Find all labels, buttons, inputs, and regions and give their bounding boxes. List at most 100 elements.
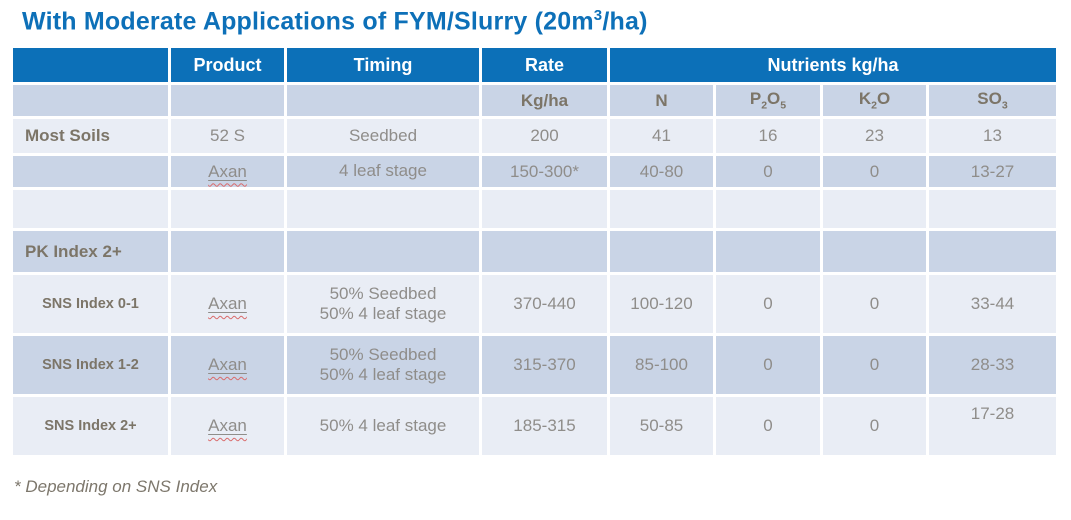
cell-so3 [929,231,1056,272]
cell-so3: 17-28 [929,397,1056,455]
underlined-text: Axan [208,355,247,374]
table-row-sns-0-1: SNS Index 0-1 Axan 50% Seedbed 50% 4 leaf… [13,275,1056,333]
timing-line: 50% 4 leaf stage [319,365,447,384]
table-row-pk-index: PK Index 2+ [13,231,1056,272]
cell-product: Axan [171,397,284,455]
subheader-cell-p2o5: P2O5 [716,85,820,116]
cell-timing: Seedbed [287,119,479,153]
cell-p2o5 [716,190,820,228]
cell-label [13,190,168,228]
chem-symbol: O [876,89,891,109]
underlined-text: Axan [208,416,247,435]
cell-label [13,156,168,187]
cell-rate: 150-300* [482,156,607,187]
table-row-sns-2plus: SNS Index 2+ Axan 50% 4 leaf stage 185-3… [13,397,1056,455]
subheader-cell-blank [171,85,284,116]
cell-timing: 50% Seedbed 50% 4 leaf stage [287,336,479,394]
cell-product: Axan [171,336,284,394]
chem-symbol: P [749,89,762,109]
spellcheck-underline: Axan [208,294,247,313]
timing-line: Seedbed [348,125,418,145]
chem-subscript: 2 [871,99,877,112]
chem-subscript: 2 [761,99,768,112]
header-cell-nutrients: Nutrients kg/ha [610,48,1056,82]
cell-timing: 50% Seedbed 50% 4 leaf stage [287,275,479,333]
cell-k2o: 23 [823,119,926,153]
cell-rate: 200 [482,119,607,153]
cell-label: SNS Index 0-1 [13,275,168,333]
cell-k2o [823,190,926,228]
cell-label: SNS Index 1-2 [13,336,168,394]
table-subheader-row: Kg/ha N P2O5 K2O SO3 [13,85,1056,116]
subheader-cell-so3: SO3 [929,85,1056,116]
cell-p2o5: 0 [716,275,820,333]
cell-so3: 33-44 [929,275,1056,333]
cell-timing: 50% 4 leaf stage [287,397,479,455]
spellcheck-underline: Axan [208,416,247,435]
cell-k2o: 0 [823,156,926,187]
cell-product: 52 S [171,119,284,153]
cell-product [171,190,284,228]
cell-timing [287,231,479,272]
title-text-end: /ha) [602,7,648,36]
cell-product [171,231,284,272]
page-title: With Moderate Applications of FYM/Slurry… [22,7,648,36]
cell-timing: 4 leaf stage [287,156,479,187]
header-cell-blank [13,48,168,82]
cell-so3: 13 [929,119,1056,153]
timing-line: 4 leaf stage [339,161,427,181]
cell-p2o5: 0 [716,336,820,394]
header-cell-product: Product [171,48,284,82]
chem-symbol: O [767,89,781,109]
underlined-text: Axan [208,162,247,181]
table-row-most-soils: Most Soils 52 S Seedbed 200 41 16 23 13 [13,119,1056,153]
cell-label: SNS Index 2+ [13,397,168,455]
cell-n: 41 [610,119,713,153]
cell-k2o: 0 [823,397,926,455]
cell-product: Axan [171,275,284,333]
cell-k2o: 0 [823,275,926,333]
title-superscript: 3 [593,7,603,24]
timing-line: 50% 4 leaf stage [319,415,447,435]
cell-p2o5: 16 [716,119,820,153]
cell-n: 50-85 [610,397,713,455]
cell-p2o5: 0 [716,156,820,187]
subheader-cell-k2o: K2O [823,85,926,116]
header-cell-timing: Timing [287,48,479,82]
chem-subscript: 3 [1001,99,1008,112]
cell-p2o5 [716,231,820,272]
title-text: With Moderate Applications of FYM/Slurry… [22,7,594,36]
chem-subscript: 5 [780,99,787,112]
cell-rate [482,231,607,272]
cell-rate: 185-315 [482,397,607,455]
cell-n: 40-80 [610,156,713,187]
cell-rate: 315-370 [482,336,607,394]
cell-label: Most Soils [13,119,168,153]
chem-symbol: K [858,89,872,109]
cell-n [610,190,713,228]
timing-line: 50% Seedbed [329,283,437,303]
cell-so3: 13-27 [929,156,1056,187]
subheader-cell-kgha: Kg/ha [482,85,607,116]
cell-so3 [929,190,1056,228]
table-row-axan-top-dress: Axan 4 leaf stage 150-300* 40-80 0 0 13-… [13,156,1056,187]
fertilizer-table: Product Timing Rate Nutrients kg/ha Kg/h… [10,45,1059,458]
spellcheck-underline: Axan [208,355,247,374]
cell-rate [482,190,607,228]
table-header-row: Product Timing Rate Nutrients kg/ha [13,48,1056,82]
cell-k2o: 0 [823,336,926,394]
cell-so3: 28-33 [929,336,1056,394]
timing-line: 50% 4 leaf stage [319,304,447,323]
cell-n [610,231,713,272]
cell-timing [287,190,479,228]
table-row-empty [13,190,1056,228]
subheader-cell-n: N [610,85,713,116]
cell-k2o [823,231,926,272]
spellcheck-underline: Axan [208,161,247,181]
header-cell-rate: Rate [482,48,607,82]
subheader-cell-blank [287,85,479,116]
cell-n: 85-100 [610,336,713,394]
timing-line: 50% Seedbed [329,344,437,364]
underlined-text: Axan [208,294,247,313]
